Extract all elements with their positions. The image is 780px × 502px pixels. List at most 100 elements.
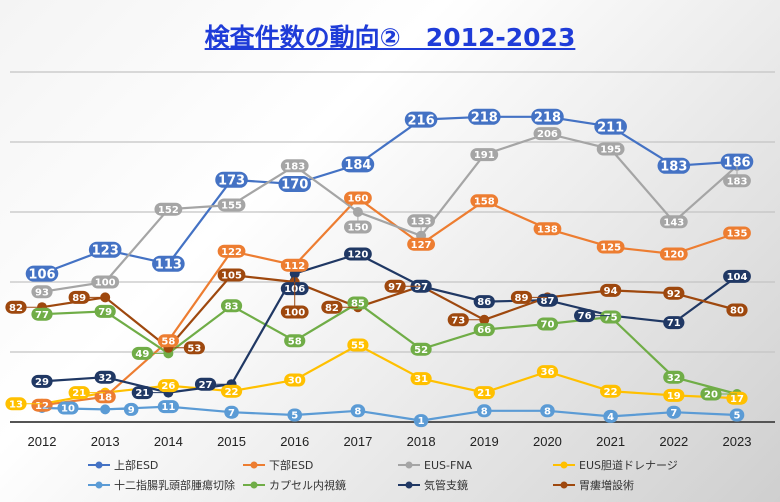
data-label-bg [224, 405, 239, 419]
data-label: 155 [221, 201, 242, 212]
data-label-bg [600, 384, 622, 398]
legend-marker [560, 461, 568, 469]
data-label-bg [413, 414, 429, 428]
data-label: 85 [351, 299, 365, 310]
data-label-bg [31, 285, 53, 299]
data-label: 133 [411, 216, 432, 227]
data-label: 10 [61, 404, 75, 415]
data-label: 77 [35, 310, 49, 321]
data-label-bg [533, 127, 562, 141]
data-label: 125 [600, 243, 621, 254]
data-label: 86 [477, 297, 491, 308]
data-label-bg [278, 176, 312, 192]
data-label: 160 [347, 194, 368, 205]
data-label: 97 [388, 282, 402, 293]
data-label-bg [123, 402, 139, 416]
data-label: 183 [284, 161, 305, 172]
data-label-bg [574, 309, 596, 323]
x-tick-label: 2021 [596, 434, 625, 449]
data-label: 52 [414, 345, 428, 356]
legend-label: カプセル内視鏡 [269, 478, 346, 492]
data-label: 211 [597, 120, 624, 135]
data-label-bg [536, 317, 559, 331]
data-label: 216 [408, 113, 435, 128]
data-label-bg [663, 370, 685, 384]
data-label-bg [663, 316, 685, 330]
data-label: 8 [544, 406, 551, 417]
data-label-bg [384, 279, 406, 293]
data-label-bg [220, 299, 243, 313]
data-label-bg [533, 222, 562, 236]
x-tick-label: 2017 [343, 434, 372, 449]
data-label: 82 [9, 303, 23, 314]
data-label-bg [600, 310, 622, 324]
data-label-bg [157, 400, 179, 414]
data-label-bg [723, 226, 751, 240]
data-label-bg [407, 214, 435, 228]
data-label-bg [467, 108, 501, 125]
data-label: 8 [354, 406, 361, 417]
data-label: 138 [537, 224, 558, 235]
data-label-bg [659, 215, 688, 229]
data-label: 170 [281, 178, 308, 193]
data-label: 150 [347, 223, 368, 234]
data-label-bg [720, 153, 754, 170]
data-label-bg [407, 237, 435, 251]
data-label: 127 [411, 240, 432, 251]
data-label: 76 [578, 311, 592, 322]
data-label: 71 [667, 318, 681, 329]
data-label-bg [88, 241, 122, 258]
data-label: 7 [670, 408, 677, 419]
data-label: 1 [418, 416, 425, 427]
legend-label: 十二指腸乳頭部腫瘍切除 [114, 478, 235, 492]
data-label-bg [344, 247, 372, 261]
legend-marker [405, 481, 413, 489]
data-label: 58 [288, 336, 302, 347]
x-tick-label: 2015 [217, 434, 246, 449]
data-label: 206 [537, 129, 558, 140]
data-label-bg [217, 268, 246, 282]
series-line [41, 405, 738, 422]
data-label-bg [603, 409, 618, 423]
x-tick-label: 2012 [28, 434, 57, 449]
legend-label: EUS胆道ドレナージ [579, 458, 678, 472]
data-label-bg [280, 159, 309, 173]
data-label-bg [215, 171, 248, 188]
data-label-bg [536, 365, 559, 379]
data-label-bg [31, 307, 53, 321]
x-tick-label: 2020 [533, 434, 562, 449]
data-label: 122 [221, 247, 242, 258]
data-label: 82 [325, 303, 339, 314]
data-label: 152 [158, 205, 179, 216]
data-label-bg [447, 313, 469, 327]
legend-label: 下部ESD [269, 458, 313, 472]
data-label: 70 [540, 320, 554, 331]
legend-marker [560, 481, 568, 489]
x-tick-label: 2013 [91, 434, 120, 449]
data-label-bg [57, 401, 79, 415]
data-label: 12 [35, 401, 49, 412]
legend-label: 気管支鏡 [424, 478, 468, 492]
data-label-bg [344, 220, 372, 234]
data-label-bg [94, 370, 116, 384]
data-label-bg [157, 334, 179, 348]
x-tick-label: 2022 [659, 434, 688, 449]
data-label: 22 [225, 387, 239, 398]
data-label-bg [476, 404, 492, 418]
data-label: 9 [128, 405, 135, 416]
data-label-bg [94, 390, 116, 404]
data-label: 13 [9, 399, 23, 410]
data-label-bg [531, 108, 564, 125]
data-label: 18 [98, 392, 112, 403]
data-label: 104 [727, 272, 748, 283]
data-label: 79 [98, 307, 112, 318]
data-label: 31 [414, 374, 428, 385]
data-label-bg [600, 283, 622, 297]
x-tick-label: 2023 [723, 434, 752, 449]
data-label-bg [700, 387, 722, 401]
data-label-bg [410, 372, 432, 386]
data-label-bg [68, 386, 90, 400]
series-line [41, 132, 738, 293]
data-label-bg [91, 275, 120, 289]
data-label-bg [666, 405, 682, 419]
